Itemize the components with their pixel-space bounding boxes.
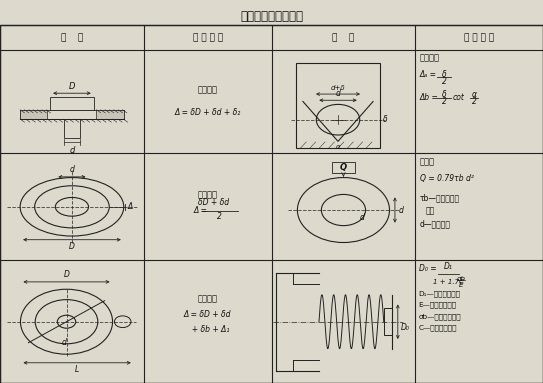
Text: 常用技術參數的計算: 常用技術參數的計算 (240, 10, 303, 23)
Ellipse shape (35, 186, 109, 228)
Text: Q: Q (340, 163, 347, 172)
Text: D₁—彈簧設計內徑: D₁—彈簧設計內徑 (419, 290, 460, 297)
Text: τb—材料的抗剪: τb—材料的抗剪 (420, 193, 460, 202)
Text: C—彈簧的旋徑比: C—彈簧的旋徑比 (419, 325, 457, 331)
Text: σb—材料抗拉強度: σb—材料抗拉強度 (419, 313, 461, 320)
Text: δ: δ (442, 90, 446, 100)
Circle shape (58, 315, 75, 328)
Text: d: d (70, 146, 74, 155)
Bar (50, 97, 94, 110)
Circle shape (298, 178, 389, 242)
Text: cot: cot (452, 93, 464, 102)
Bar (20, 110, 124, 119)
Text: 技 術 參 數: 技 術 參 數 (464, 33, 494, 42)
Text: 2: 2 (472, 97, 476, 106)
Text: d+δ: d+δ (331, 85, 345, 92)
Text: + δb + Δ₁: + δb + Δ₁ (186, 325, 229, 334)
Text: d: d (336, 88, 340, 98)
Text: d: d (61, 338, 66, 347)
Text: 定位誤差: 定位誤差 (198, 191, 218, 200)
Text: 簡    圖: 簡 圖 (61, 33, 83, 42)
Text: 定位誤差: 定位誤差 (198, 294, 218, 303)
Text: D: D (64, 270, 70, 279)
Bar (296, 63, 380, 148)
Text: σb: σb (457, 276, 465, 282)
Bar (384, 308, 393, 335)
Circle shape (115, 316, 131, 327)
Text: Δₐ =: Δₐ = (420, 70, 437, 79)
Ellipse shape (20, 178, 124, 236)
Text: D₀ =: D₀ = (419, 264, 436, 272)
Circle shape (321, 195, 365, 226)
Text: Δ =: Δ = (194, 206, 207, 215)
Text: δ: δ (382, 115, 387, 124)
Text: d: d (359, 213, 364, 223)
Circle shape (21, 289, 112, 354)
Circle shape (317, 105, 359, 135)
Circle shape (35, 300, 98, 344)
Text: δD + δd: δD + δd (198, 198, 229, 208)
Text: d—鋼絲直徑: d—鋼絲直徑 (420, 219, 451, 228)
Text: 切斷力: 切斷力 (420, 157, 435, 166)
Text: Δ: Δ (127, 202, 132, 211)
Text: L: L (75, 365, 79, 375)
Text: 簡    圖: 簡 圖 (332, 33, 355, 42)
Text: Q = 0.79τb d²: Q = 0.79τb d² (420, 174, 473, 183)
Text: α: α (471, 90, 477, 100)
Bar (20, 110, 47, 119)
Text: D: D (69, 82, 75, 90)
Text: d: d (399, 206, 403, 214)
Text: 強度: 強度 (425, 207, 434, 216)
Text: 2: 2 (217, 212, 222, 221)
Text: 1 + 1.7C: 1 + 1.7C (433, 279, 464, 285)
Bar (97, 110, 124, 119)
Text: E—材料彈性模量: E—材料彈性模量 (419, 302, 457, 308)
Text: E: E (459, 282, 463, 288)
Text: 定位誤差: 定位誤差 (420, 54, 440, 62)
Text: Δb =: Δb = (420, 93, 439, 102)
Ellipse shape (55, 198, 89, 216)
Text: δ: δ (442, 70, 446, 79)
Text: 2: 2 (442, 97, 446, 106)
Text: 定位誤差: 定位誤差 (198, 85, 218, 95)
Bar (332, 162, 355, 172)
Text: 2: 2 (442, 77, 446, 86)
Text: D₀: D₀ (401, 322, 409, 332)
Text: Δ = δD + δd + δ₂: Δ = δD + δd + δ₂ (174, 108, 241, 118)
Text: d: d (70, 165, 74, 174)
Bar (64, 119, 80, 137)
Text: α: α (336, 144, 340, 151)
Text: Δ = δD + δd: Δ = δD + δd (184, 309, 231, 319)
Text: D₁: D₁ (444, 262, 453, 270)
Text: D: D (69, 242, 75, 251)
Text: 技 術 參 數: 技 術 參 數 (193, 33, 223, 42)
